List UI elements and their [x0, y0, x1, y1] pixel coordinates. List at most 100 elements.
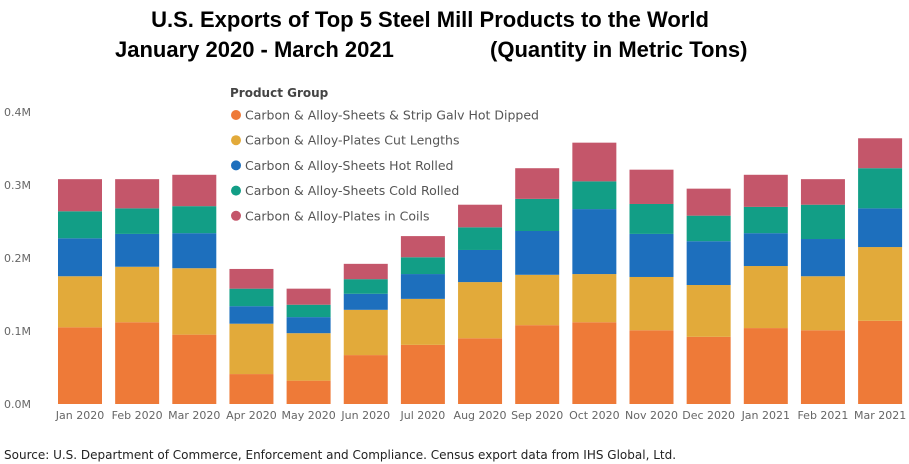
- x-tick-label: Jun 2020: [340, 409, 390, 422]
- bar-segment: [458, 338, 503, 404]
- bar-segment: [172, 206, 217, 234]
- bar-segment: [58, 238, 102, 277]
- bar-segment: [629, 233, 674, 277]
- x-tick-label: Feb 2021: [797, 409, 848, 422]
- bar-segment: [800, 204, 845, 240]
- bar-segment: [229, 323, 274, 375]
- bar-segment: [115, 322, 160, 404]
- bar-segment: [458, 249, 503, 283]
- bar-segment: [572, 181, 617, 210]
- x-tick-label: Dec 2020: [682, 409, 735, 422]
- chart-title-line1: U.S. Exports of Top 5 Steel Mill Product…: [151, 7, 709, 32]
- bar-segment: [686, 215, 731, 242]
- x-tick-label: Mar 2021: [854, 409, 906, 422]
- legend-marker: [231, 185, 241, 196]
- source-note: Source: U.S. Department of Commerce, Enf…: [4, 448, 676, 462]
- x-tick-label: Oct 2020: [569, 409, 620, 422]
- bar-segment: [229, 374, 274, 404]
- bar-segment: [686, 188, 731, 216]
- y-tick-label: 0.1M: [4, 325, 31, 338]
- bar-segment: [286, 333, 331, 381]
- bar-segment: [400, 274, 445, 299]
- y-tick-label: 0.2M: [4, 252, 31, 265]
- bar-segment: [286, 304, 331, 318]
- bar-segment: [629, 276, 674, 331]
- bar-segment: [115, 208, 160, 234]
- bar-segment: [858, 247, 903, 321]
- bar-segment: [172, 233, 217, 269]
- bar-segment: [458, 282, 503, 339]
- bar-segment: [115, 179, 160, 209]
- bar-segment: [858, 320, 903, 404]
- y-tick-label: 0.4M: [4, 106, 31, 119]
- bar-segment: [286, 288, 331, 305]
- bar-segment: [572, 142, 617, 182]
- legend-title: Product Group: [230, 86, 329, 100]
- bar-segment: [286, 380, 331, 404]
- x-tick-label: Sep 2020: [511, 409, 563, 422]
- legend-marker: [231, 210, 241, 221]
- bar-segment: [686, 285, 731, 337]
- bar-segment: [115, 266, 160, 323]
- bar-segment: [115, 233, 160, 267]
- legend-label: Carbon & Alloy-Plates in Coils: [245, 208, 430, 223]
- x-tick-label: Feb 2020: [112, 409, 163, 422]
- bar-segment: [343, 309, 388, 356]
- bar-segment: [743, 328, 788, 404]
- legend: Product Group Carbon & Alloy-Sheets & St…: [230, 86, 539, 223]
- y-tick-label: 0.0M: [4, 398, 31, 411]
- bar-segment: [629, 330, 674, 404]
- bar-segment: [229, 306, 274, 324]
- bar-segment: [629, 169, 674, 204]
- y-tick-label: 0.3M: [4, 179, 31, 192]
- bar-segment: [743, 174, 788, 207]
- x-tick-label: Nov 2020: [625, 409, 678, 422]
- bar-segment: [800, 330, 845, 404]
- bar-segment: [629, 203, 674, 234]
- bar-segment: [858, 208, 903, 248]
- legend-marker: [231, 160, 241, 171]
- bar-segment: [172, 268, 217, 335]
- x-tick-label: Jan 2020: [55, 409, 104, 422]
- bar-segment: [515, 198, 560, 231]
- legend-marker: [231, 135, 241, 146]
- x-tick-label: May 2020: [281, 409, 335, 422]
- x-tick-label: Apr 2020: [226, 409, 277, 422]
- legend-label: Carbon & Alloy-Sheets & Strip Galv Hot D…: [245, 108, 539, 123]
- bars: [58, 138, 903, 404]
- bar-segment: [58, 327, 102, 404]
- x-axis: Jan 2020 Feb 2020 Mar 2020 Apr 2020 May 2020…: [55, 409, 906, 422]
- bar-segment: [343, 279, 388, 294]
- legend-label: Carbon & Alloy-Sheets Hot Rolled: [245, 158, 453, 173]
- bar-segment: [515, 325, 560, 404]
- y-axis: 0.0M 0.1M 0.2M 0.3M 0.4M: [4, 106, 31, 411]
- bar-segment: [229, 288, 274, 307]
- bar-segment: [58, 211, 102, 239]
- bar-segment: [58, 179, 102, 212]
- bar-segment: [858, 168, 903, 209]
- bar-segment: [458, 204, 503, 228]
- bar-segment: [858, 138, 903, 169]
- x-tick-label: Jul 2020: [400, 409, 446, 422]
- bar-segment: [515, 230, 560, 275]
- legend-marker: [231, 110, 241, 120]
- bar-segment: [800, 276, 845, 331]
- chart-title-units: (Quantity in Metric Tons): [490, 37, 747, 62]
- bar-segment: [343, 355, 388, 404]
- bar-segment: [743, 206, 788, 234]
- bar-segment: [172, 334, 217, 404]
- x-tick-label: Jan 2021: [741, 409, 790, 422]
- bar-segment: [686, 336, 731, 404]
- bar-segment: [743, 233, 788, 267]
- legend-label: Carbon & Alloy-Sheets Cold Rolled: [245, 183, 459, 198]
- bar-segment: [400, 257, 445, 275]
- bar-segment: [400, 236, 445, 258]
- bar-segment: [572, 209, 617, 275]
- x-tick-label: Mar 2020: [168, 409, 220, 422]
- bar-segment: [743, 266, 788, 329]
- chart-title-date-range: January 2020 - March 2021: [115, 37, 394, 62]
- bar-segment: [800, 239, 845, 277]
- bar-segment: [515, 168, 560, 199]
- bar-segment: [58, 276, 102, 328]
